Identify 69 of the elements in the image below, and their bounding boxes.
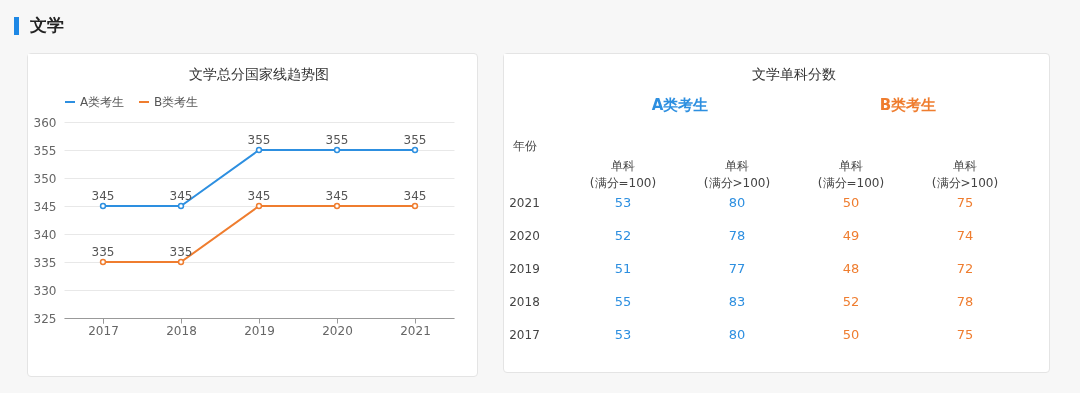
data-label: 75 (956, 326, 974, 342)
data-label: 355 (325, 133, 349, 147)
data-label: 345 (91, 189, 115, 203)
y-tick-label: 2019 (509, 261, 540, 276)
point (333, 146, 341, 154)
y-tick-label: 345 (33, 199, 57, 214)
y-tick-label: 340 (33, 227, 57, 242)
data-label: 55 (614, 293, 632, 309)
y-tick-label: 2020 (509, 228, 540, 243)
data-label: 52 (842, 293, 860, 309)
point (99, 258, 107, 266)
point (177, 258, 185, 266)
x-tick-label: 单科 (满分=100) (817, 158, 885, 190)
point (255, 202, 263, 210)
data-label: 78 (956, 293, 974, 309)
data-label: 335 (91, 245, 115, 259)
data-label: 335 (169, 245, 193, 259)
data-label: 345 (325, 189, 349, 203)
point (177, 202, 185, 210)
data-label: 355 (247, 133, 271, 147)
y-tick-label: 350 (33, 171, 57, 186)
data-label: 77 (728, 260, 746, 276)
data-label: 51 (614, 260, 632, 276)
x-tick-label: 2021 (400, 323, 431, 338)
data-label: 72 (956, 260, 974, 276)
legend-label: A类考生 (80, 95, 125, 109)
data-label: 80 (728, 194, 746, 210)
chart-title: 文学总分国家线趋势图 (189, 66, 329, 82)
x-tick-label: 2017 (88, 323, 119, 338)
data-label: 345 (169, 189, 193, 203)
data-label: 53 (614, 194, 632, 210)
y-tick-label: 330 (33, 283, 57, 298)
data-label: 50 (842, 194, 860, 210)
point (411, 146, 419, 154)
x-tick-label: 2018 (166, 323, 197, 338)
y-tick-label: 325 (33, 311, 57, 326)
point (255, 146, 263, 154)
y-tick-label: 360 (33, 115, 57, 130)
legend-label: B类考生 (154, 95, 199, 109)
y-tick-label: 2018 (509, 294, 540, 309)
x-tick-label: 2020 (322, 323, 353, 338)
data-label: 355 (403, 133, 427, 147)
text: 文学 (30, 14, 64, 37)
x-tick-label: 单科 (满分=100) (589, 158, 657, 190)
data-label: 53 (614, 326, 632, 342)
y-tick-label: 335 (33, 255, 57, 270)
data-label: 83 (728, 293, 746, 309)
text: A类考生 (651, 96, 709, 114)
y-tick-label: 355 (33, 143, 57, 158)
y-axis-title: 年份 (512, 138, 537, 153)
data-label: 50 (842, 326, 860, 342)
x-tick-label: 单科 (满分>100) (703, 158, 771, 190)
y-tick-label: 2021 (509, 195, 540, 210)
data-label: 345 (247, 189, 271, 203)
data-label: 49 (842, 227, 860, 243)
x-tick-label: 2019 (244, 323, 275, 338)
x-tick-label: 单科 (满分>100) (931, 158, 999, 190)
point (333, 202, 341, 210)
text: B类考生 (879, 96, 937, 114)
data-label: 78 (728, 227, 746, 243)
data-label: 74 (956, 227, 974, 243)
chart-title: 文学单科分数 (752, 66, 836, 82)
data-label: 75 (956, 194, 974, 210)
data-label: 80 (728, 326, 746, 342)
point (99, 202, 107, 210)
data-label: 345 (403, 189, 427, 203)
point (411, 202, 419, 210)
data-label: 48 (842, 260, 860, 276)
data-label: 52 (614, 227, 632, 243)
